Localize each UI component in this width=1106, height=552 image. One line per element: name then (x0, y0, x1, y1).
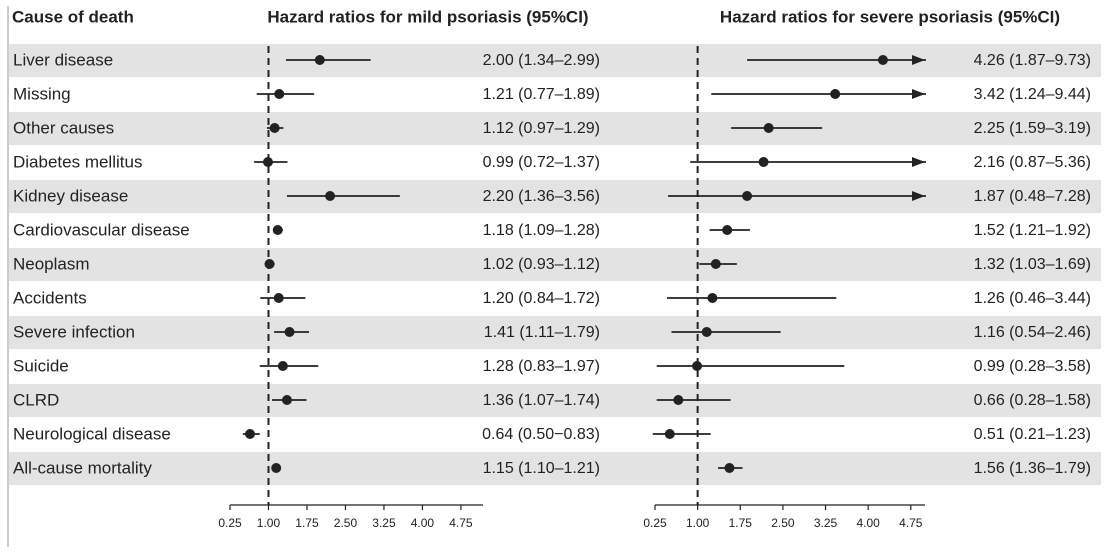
category-label: Neurological disease (13, 424, 171, 443)
x-tick-label: 4.75 (899, 516, 923, 530)
x-tick-label: 0.25 (218, 516, 242, 530)
x-tick-label: 2.50 (771, 516, 795, 530)
point-estimate (830, 89, 841, 99)
value-label: 2.25 (1.59–3.19) (974, 120, 1091, 137)
value-label: 1.26 (0.46–3.44) (974, 290, 1091, 307)
value-label: 0.99 (0.72–1.37) (483, 154, 600, 171)
value-label: 1.20 (0.84–1.72) (483, 290, 600, 307)
value-label: 1.21 (0.77–1.89) (483, 86, 600, 103)
category-label: Liver disease (13, 50, 113, 69)
point-estimate (877, 55, 888, 65)
value-label: 1.15 (1.10–1.21) (483, 460, 600, 477)
category-label: Diabetes mellitus (13, 152, 142, 171)
value-label: 0.99 (0.28–3.58) (974, 358, 1091, 375)
row-stripe (9, 316, 1101, 349)
panel-title: Hazard ratios for mild psoriasis (95%CI) (267, 7, 588, 26)
point-estimate (664, 429, 675, 439)
category-label: Accidents (13, 288, 87, 307)
value-label: 2.00 (1.34–2.99) (483, 52, 600, 69)
point-estimate (264, 259, 275, 269)
x-tick-label: 3.25 (372, 516, 396, 530)
value-label: 1.87 (0.48–7.28) (974, 188, 1091, 205)
value-label: 1.02 (0.93–1.12) (483, 256, 600, 273)
value-label: 1.18 (1.09–1.28) (483, 222, 600, 239)
ci-group (652, 59, 926, 469)
category-label: Severe infection (13, 322, 135, 341)
x-tick-label: 0.25 (643, 516, 667, 530)
category-label: Cardiovascular disease (13, 220, 190, 239)
x-tick-label: 1.00 (686, 516, 710, 530)
value-label: 0.66 (0.28–1.58) (974, 392, 1091, 409)
row-stripe (9, 248, 1101, 281)
point-estimate (722, 225, 733, 235)
point-estimate (701, 327, 712, 337)
x-tick-label: 1.00 (257, 516, 281, 530)
row-stripe (9, 112, 1101, 145)
value-label: 0.64 (0.50−0.83) (482, 426, 600, 443)
category-label: Other causes (13, 118, 114, 137)
category-label: Kidney disease (13, 186, 128, 205)
value-label: 1.52 (1.21–1.92) (974, 222, 1091, 239)
ci-arrow (912, 191, 925, 201)
value-label: 4.26 (1.87–9.73) (974, 52, 1091, 69)
value-label: 1.16 (0.54–2.46) (974, 324, 1091, 341)
point-estimate (284, 327, 295, 337)
point-estimate (724, 463, 735, 473)
value-label: 2.20 (1.36–3.56) (483, 188, 600, 205)
category-label: Missing (13, 84, 71, 103)
x-tick-label: 3.25 (814, 516, 838, 530)
value-label: 3.42 (1.24–9.44) (974, 86, 1091, 103)
point-estimate (707, 293, 718, 303)
value-label: 2.16 (0.87–5.36) (974, 154, 1091, 171)
ci-arrow (912, 55, 925, 65)
point-estimate (262, 157, 273, 167)
panel-title: Hazard ratios for severe psoriasis (95%C… (720, 7, 1060, 26)
category-header: Cause of death (12, 7, 134, 26)
x-tick-label: 1.75 (729, 516, 753, 530)
value-label: 1.12 (0.97–1.29) (483, 120, 600, 137)
point-estimate (271, 463, 282, 473)
value-label: 1.56 (1.36–1.79) (974, 460, 1091, 477)
category-label: All-cause mortality (13, 458, 152, 477)
point-estimate (273, 293, 284, 303)
point-estimate (245, 429, 256, 439)
x-tick-label: 2.50 (334, 516, 358, 530)
x-tick-label: 4.00 (856, 516, 880, 530)
value-label: 1.41 (1.11–1.79) (484, 324, 600, 341)
point-estimate (758, 157, 769, 167)
value-label: 1.36 (1.07–1.74) (483, 392, 600, 409)
point-estimate (269, 123, 280, 133)
point-estimate (710, 259, 721, 269)
point-estimate (673, 395, 684, 405)
value-label: 0.51 (0.21–1.23) (974, 426, 1091, 443)
row-stripe (9, 452, 1101, 485)
ci-arrow (912, 157, 925, 167)
category-label: Neoplasm (13, 254, 90, 273)
value-label: 1.28 (0.83–1.97) (483, 358, 600, 375)
point-estimate (742, 191, 753, 201)
point-estimate (763, 123, 774, 133)
point-estimate (274, 89, 285, 99)
value-label: 1.32 (1.03–1.69) (974, 256, 1091, 273)
point-estimate (272, 225, 283, 235)
category-label: CLRD (13, 390, 59, 409)
row-stripe (9, 384, 1101, 417)
x-tick-label: 4.75 (449, 516, 473, 530)
point-estimate (692, 361, 703, 371)
ci-arrow (912, 89, 925, 99)
point-estimate (325, 191, 336, 201)
point-estimate (314, 55, 325, 65)
point-estimate (281, 395, 292, 405)
category-label: Suicide (13, 356, 69, 375)
x-tick-label: 4.00 (411, 516, 435, 530)
x-tick-label: 1.75 (295, 516, 319, 530)
point-estimate (277, 361, 288, 371)
